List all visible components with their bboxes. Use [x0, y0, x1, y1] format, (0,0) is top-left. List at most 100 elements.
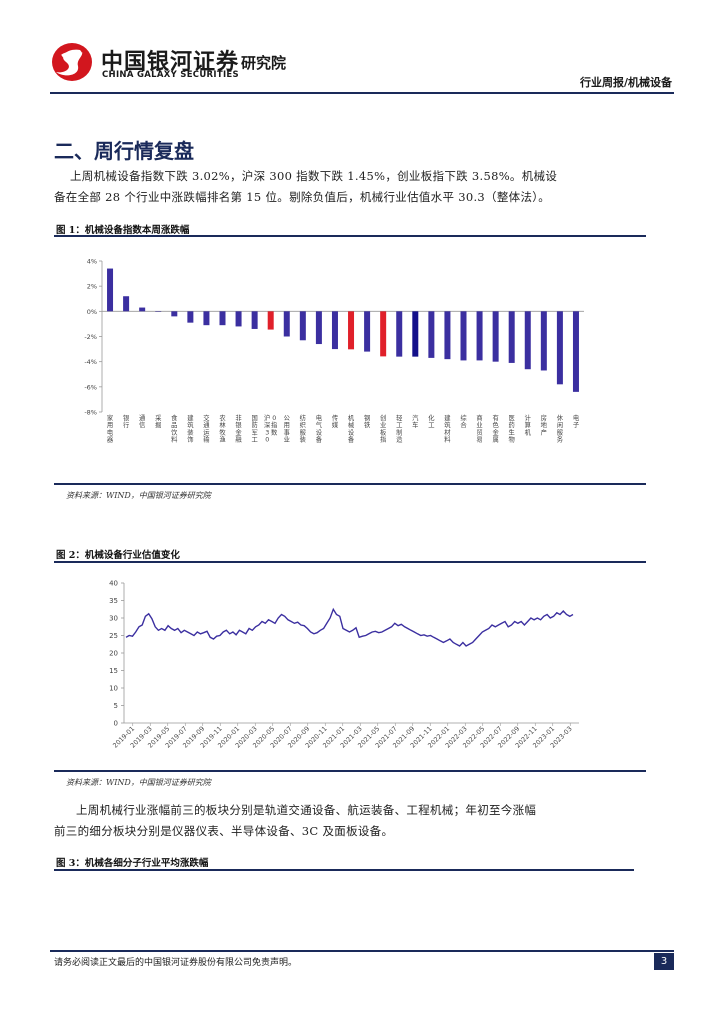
svg-text:用: 用: [107, 421, 113, 429]
svg-text:筑: 筑: [444, 420, 451, 429]
svg-text:0: 0: [265, 437, 269, 444]
bar: [187, 311, 194, 323]
bar: [283, 311, 290, 337]
x-tick-label: 计算机: [525, 413, 532, 436]
y-tick-label: -2%: [84, 333, 97, 341]
svg-text:电: 电: [316, 413, 323, 422]
svg-text:指: 指: [271, 420, 278, 429]
institute-label: 研究院: [241, 54, 287, 72]
footer-rule: [50, 950, 674, 952]
bar: [155, 311, 162, 312]
x-tick-label: 通信: [139, 413, 146, 429]
bar: [235, 311, 242, 327]
figure-2-title: 图 2：机械设备行业估值变化: [56, 550, 180, 561]
page-number-text: 3: [660, 956, 668, 967]
svg-text:饮: 饮: [171, 427, 178, 436]
svg-text:业: 业: [476, 420, 482, 429]
company-name-cn: 中国银河证券: [101, 50, 240, 75]
svg-text:采: 采: [155, 413, 162, 422]
paragraph-1-line-1: 上周机械设备指数下跌 3.02%，沪深 300 指数下跌 1.45%，创业板指下…: [70, 169, 558, 183]
svg-text:工: 工: [428, 422, 434, 429]
svg-text:电: 电: [107, 427, 114, 436]
paragraph-1-cont: 备在全部 28 个行业中涨跌幅排名第 15 位。剔除负值后，机械行业估值水平 3…: [54, 187, 674, 208]
bar: [556, 311, 563, 385]
svg-text:织: 织: [300, 420, 306, 429]
svg-text:0: 0: [272, 415, 276, 422]
svg-text:装: 装: [187, 427, 194, 436]
svg-text:掘: 掘: [155, 420, 161, 429]
svg-text:品: 品: [171, 421, 177, 429]
svg-text:械: 械: [348, 420, 355, 429]
svg-text:铁: 铁: [364, 420, 371, 429]
svg-text:设: 设: [348, 427, 355, 436]
y-tick-label: 40: [109, 580, 118, 588]
x-tick-label: 钢铁: [364, 414, 371, 429]
report-type: 行业周报/机械设备: [579, 76, 672, 89]
figure-1-title: 图 1：机械设备指数本周涨跌幅: [56, 225, 190, 236]
svg-text:林: 林: [219, 420, 226, 429]
bar: [428, 311, 435, 358]
y-tick-label: 2%: [87, 283, 97, 291]
svg-text:备: 备: [316, 435, 323, 444]
svg-text:用: 用: [284, 421, 290, 429]
svg-text:制: 制: [396, 427, 402, 436]
svg-text:造: 造: [396, 435, 403, 444]
y-tick-label: 10: [109, 685, 118, 693]
svg-text:创: 创: [380, 413, 386, 422]
svg-text:板: 板: [380, 427, 387, 436]
bar: [203, 311, 210, 326]
svg-text:牧: 牧: [219, 427, 226, 436]
y-tick-label: 30: [109, 615, 118, 623]
bar: [364, 311, 371, 352]
svg-text:轻: 轻: [396, 413, 403, 422]
svg-text:家: 家: [107, 413, 114, 422]
bar: [315, 311, 322, 345]
svg-text:纺: 纺: [300, 413, 306, 422]
svg-text:媒: 媒: [332, 420, 339, 429]
company-name-en: CHINA GALAXY SECURITIES: [102, 70, 239, 80]
svg-text:综: 综: [460, 413, 467, 422]
y-tick-label: 0%: [87, 308, 97, 316]
bar: [524, 311, 531, 370]
bar: [348, 311, 355, 350]
line-chart-valuation: 40353025201510502019-012019-032019-05201…: [109, 580, 579, 750]
bar: [251, 311, 258, 329]
svg-text:防: 防: [251, 420, 257, 429]
paragraph-1-line-2: 备在全部 28 个行业中涨跌幅排名第 15 位。剔除负值后，机械行业估值水平 3…: [54, 190, 551, 204]
svg-text:属: 属: [492, 436, 498, 444]
svg-text:指: 指: [380, 435, 387, 444]
bar: [460, 311, 467, 361]
x-tick-label: 采掘: [155, 413, 162, 429]
svg-text:物: 物: [509, 435, 515, 444]
svg-text:计: 计: [525, 413, 532, 422]
svg-text:电: 电: [573, 413, 580, 422]
svg-text:国: 国: [251, 414, 257, 422]
bar: [396, 311, 403, 357]
svg-text:料: 料: [171, 435, 178, 444]
svg-text:业: 业: [380, 420, 386, 429]
svg-text:信: 信: [139, 420, 145, 429]
y-tick-label: -6%: [84, 383, 97, 391]
svg-text:建: 建: [187, 413, 194, 422]
bar: [444, 311, 451, 360]
footer-disclaimer: 请务必阅读正文最后的中国银河证券股份有限公司免责声明。: [54, 958, 298, 968]
figure-1-source: 资料来源：WIND，中国银河证券研究院: [66, 491, 211, 500]
bar: [492, 311, 499, 362]
svg-text:筑: 筑: [187, 420, 194, 429]
figure-1-bottom-rule: [54, 483, 646, 485]
svg-text:通: 通: [203, 420, 210, 429]
paragraph-2: 上周机械行业涨幅前三的板块分别是轨道交通设备、航运装备、工程机械；年初至今涨幅: [76, 800, 666, 821]
svg-text:工: 工: [396, 422, 402, 429]
x-tick-label: 机械设备: [348, 413, 355, 444]
logo-swirl-icon: [52, 43, 92, 81]
svg-text:融: 融: [235, 435, 242, 444]
svg-text:3: 3: [265, 429, 269, 436]
svg-text:农: 农: [219, 413, 226, 422]
